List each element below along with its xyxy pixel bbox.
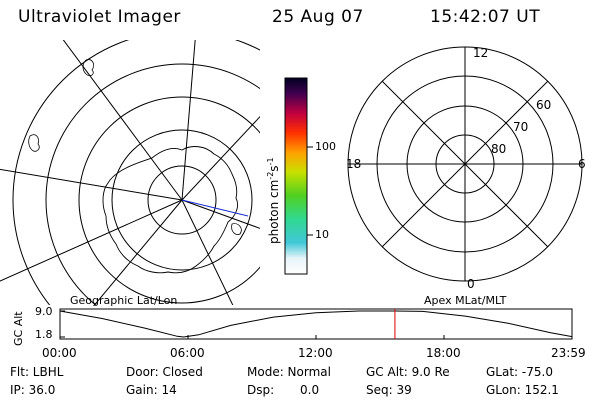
colorbar <box>284 77 313 275</box>
lon-line <box>0 199 183 282</box>
gain-status: Gain: 14 <box>126 383 177 397</box>
island-outline <box>28 134 40 152</box>
geographic-map-svg <box>0 40 260 305</box>
x-tick-label-0000: 00:00 <box>42 346 77 360</box>
units-text: s <box>267 165 281 172</box>
colorbar-gradient <box>284 77 308 275</box>
mode-status: Mode: Normal <box>247 365 331 379</box>
ip-status: IP: 36.0 <box>10 383 56 397</box>
units-exponent: -2 <box>266 171 275 180</box>
x-tick-label-1200: 12:00 <box>298 346 333 360</box>
units-text: photon cm <box>267 179 281 244</box>
glon-status: GLon: 152.1 <box>486 383 559 397</box>
filter-status: Flt: LBHL <box>10 365 64 379</box>
altitude-series-line <box>59 310 573 338</box>
gc-alt-status: GC Alt: 9.0 Re <box>366 365 450 379</box>
mlt-label-0: 0 <box>467 277 475 291</box>
lon-line <box>181 199 234 305</box>
lat-circle <box>45 63 260 305</box>
island-outline <box>82 59 94 77</box>
antarctica-coastline <box>102 146 239 274</box>
apex-label: Apex MLat/MLT <box>424 294 507 307</box>
lon-line <box>181 199 260 229</box>
mlt-diagonal <box>381 80 549 248</box>
colorbar-tick-100: 100 <box>315 140 336 153</box>
polar-plot <box>347 46 583 282</box>
lon-line <box>93 199 183 305</box>
geographic-label: Geographic Lat/Lon <box>70 294 178 307</box>
time-label: 15:42:07 UT <box>430 7 541 27</box>
alt-ylabel: GC Alt <box>12 311 25 346</box>
colorbar-units-label: photon cm-2s-1 <box>266 157 281 244</box>
lat-circle <box>147 165 217 235</box>
units-exponent: -1 <box>266 157 275 166</box>
lon-line <box>62 40 183 201</box>
altitude-plot <box>59 308 573 340</box>
sun-direction-line <box>181 199 249 217</box>
x-tick-label-0600: 06:00 <box>170 346 205 360</box>
date-label: 25 Aug 07 <box>272 7 364 27</box>
alt-ytick-top: 9.0 <box>35 305 53 318</box>
colorbar-tick-10: 10 <box>315 228 329 241</box>
island-outline <box>231 223 242 235</box>
mlt-label-18: 18 <box>346 157 362 171</box>
lon-line <box>181 40 196 201</box>
mlt-label-6: 6 <box>578 157 586 171</box>
altitude-plot-frame <box>59 308 573 340</box>
mlat-label-80: 80 <box>491 142 507 156</box>
x-tick-label-1800: 18:00 <box>426 346 461 360</box>
lat-circle <box>111 129 253 271</box>
dsp-label: Dsp: <box>247 383 275 397</box>
glat-status: GLat: -75.0 <box>486 365 553 379</box>
mlt-label-12: 12 <box>473 46 489 60</box>
mlat-label-60: 60 <box>536 98 552 112</box>
lon-line <box>181 115 260 201</box>
alt-ytick-bottom: 1.8 <box>35 328 53 341</box>
lat-circle <box>12 40 260 305</box>
seq-status: Seq: 39 <box>366 383 412 397</box>
geographic-map <box>0 40 260 305</box>
lon-line <box>0 168 183 201</box>
app-title: Ultraviolet Imager <box>18 7 181 27</box>
door-status: Door: Closed <box>126 365 203 379</box>
dsp-value: 0.0 <box>300 383 320 397</box>
x-tick-label-2359: 23:59 <box>551 346 586 360</box>
mlat-label-70: 70 <box>513 120 529 134</box>
lat-circle <box>78 96 260 304</box>
